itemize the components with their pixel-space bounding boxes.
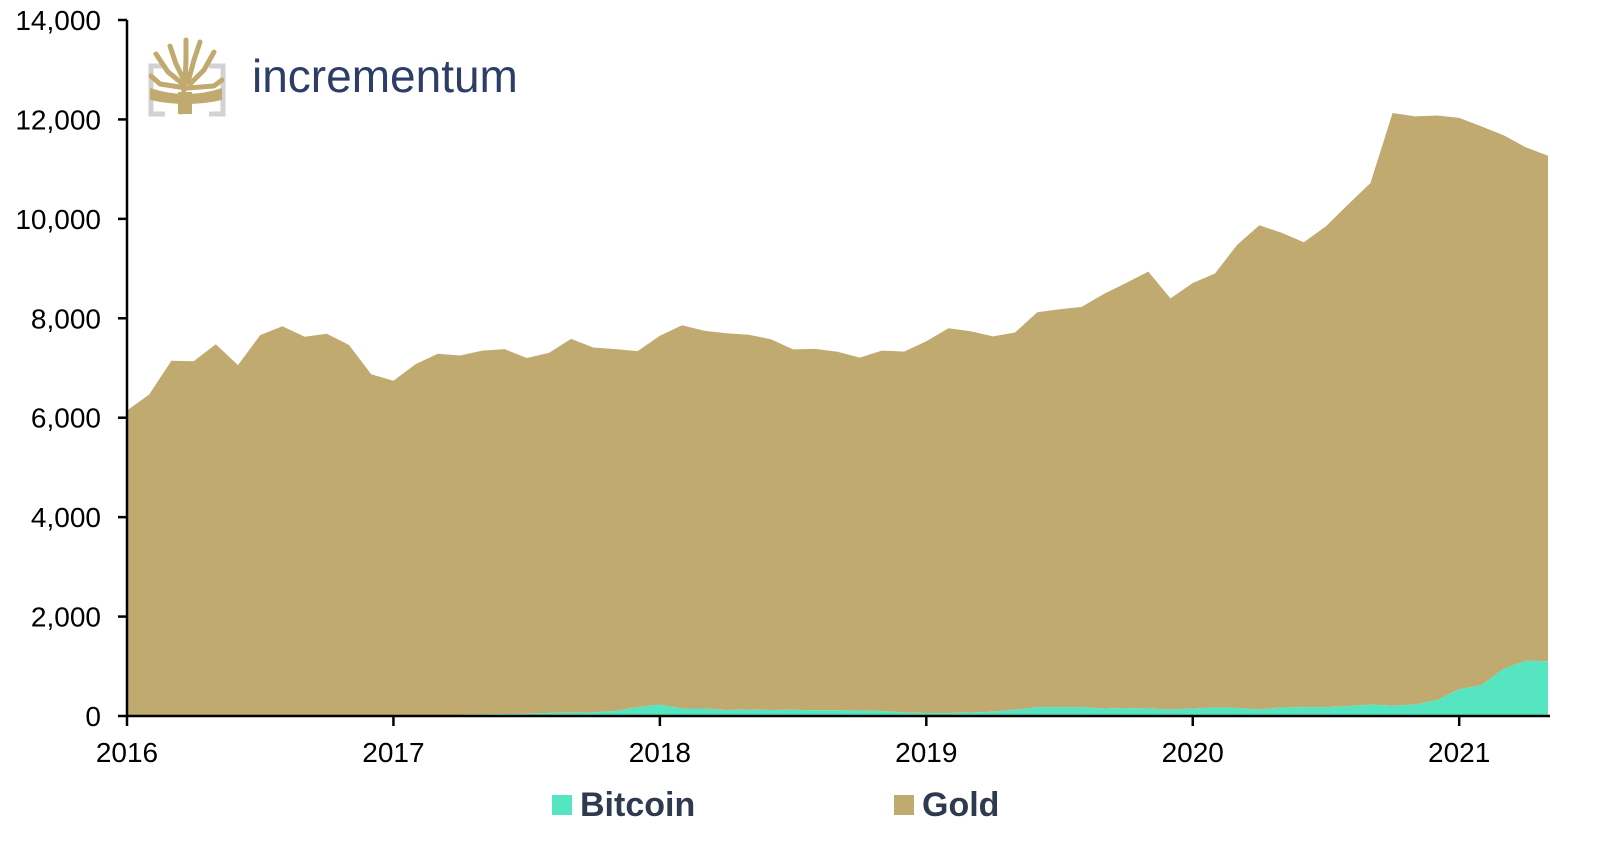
y-tick-label: 4,000: [31, 502, 101, 533]
x-tick-label: 2017: [362, 737, 424, 768]
legend: Bitcoin Gold: [552, 786, 999, 824]
series-area-bitcoin: [127, 660, 1548, 716]
series-area-gold: [127, 113, 1548, 716]
x-tick-label: 2021: [1428, 737, 1490, 768]
logo-wordmark: incrementum: [252, 50, 518, 102]
legend-swatch-gold: [894, 795, 914, 815]
y-tick-label: 2,000: [31, 602, 101, 633]
x-tick-label: 2016: [96, 737, 158, 768]
legend-label-bitcoin: Bitcoin: [580, 786, 695, 824]
y-tick-label: 12,000: [15, 104, 101, 135]
y-axis-ticks: 0 2,000 4,000 6,000 8,000 10,000 12,000 14,000: [15, 5, 127, 732]
x-tick-label: 2019: [895, 737, 957, 768]
x-tick-label: 2020: [1162, 737, 1224, 768]
chart-areas: [127, 113, 1548, 716]
y-tick-label: 14,000: [15, 5, 101, 36]
y-tick-label: 8,000: [31, 303, 101, 334]
legend-swatch-bitcoin: [552, 795, 572, 815]
incrementum-logo: incrementum: [148, 37, 518, 120]
x-tick-label: 2018: [629, 737, 691, 768]
x-axis-ticks: 2016 2017 2018 2019 2020 2021: [96, 716, 1490, 768]
y-tick-label: 6,000: [31, 403, 101, 434]
legend-label-gold: Gold: [922, 786, 999, 824]
tree-logo-icon: [148, 37, 226, 120]
y-tick-label: 10,000: [15, 204, 101, 235]
y-tick-label: 0: [85, 701, 101, 732]
